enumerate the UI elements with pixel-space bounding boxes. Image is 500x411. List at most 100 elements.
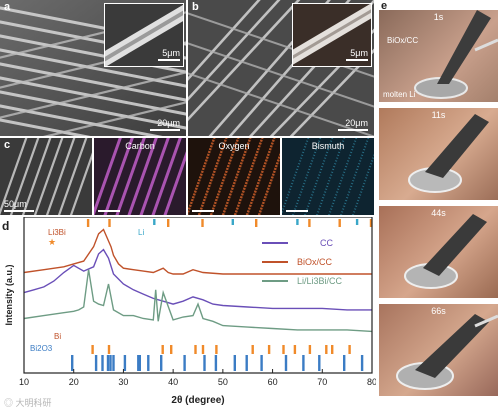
reference-marker-bi2o3 (183, 355, 186, 371)
panel-b-inset: 5μm (292, 3, 372, 67)
carbon-map-title: Carbon (125, 141, 155, 151)
photo-2-time: 11s (431, 110, 446, 120)
legend-label-li3bi: Li/Li3Bi/CC (297, 276, 343, 286)
panel-c: c 50μm Carbon Oxygen Bismuth (0, 138, 374, 215)
x-tick-label: 40 (168, 377, 178, 387)
reference-marker-bi (194, 345, 197, 354)
reference-marker-li (296, 219, 299, 225)
annotation-bi2o3: Bi2O3 (30, 344, 53, 353)
reference-marker-li3bi (167, 219, 170, 227)
reference-marker-li (355, 219, 359, 225)
panel-c-label: c (4, 139, 11, 151)
reference-marker-bi2o3 (147, 355, 150, 371)
reference-marker-bi (282, 345, 285, 354)
annotation-li: Li (138, 228, 144, 237)
reference-marker-bi2o3 (109, 355, 112, 371)
series-line-2 (23, 269, 373, 333)
reference-marker-bi2o3 (101, 355, 104, 371)
panel-a-scale-bar (150, 129, 180, 131)
reference-marker-bi (201, 345, 205, 354)
x-tick-label: 20 (69, 377, 79, 387)
panel-e: e 1s BiOx/CC molten Li 11s 44s 66s (377, 0, 500, 411)
reference-marker-bi2o3 (138, 355, 141, 371)
annotation-li3bi: Li3Bi (48, 228, 66, 237)
panel-c-scale-label: 50μm (4, 199, 27, 209)
photo-1-note-li: molten Li (383, 90, 416, 99)
oxygen-map-title: Oxygen (218, 141, 250, 151)
photo-1-note-sample: BiOx/CC (387, 36, 419, 45)
reference-marker-bi2o3 (245, 355, 248, 371)
panel-b-inset-scale-bar (346, 59, 368, 61)
reference-marker-li (153, 219, 156, 225)
reference-marker-bi (107, 345, 111, 354)
reference-marker-bi (161, 345, 164, 354)
reference-marker-li3bi (108, 219, 111, 227)
annotation-li3bi-star: ★ (48, 237, 56, 247)
reference-marker-bi2o3 (318, 355, 321, 371)
reference-marker-bi (267, 345, 271, 354)
reference-marker-bi2o3 (284, 355, 288, 371)
photo-4-time: 66s (431, 306, 446, 316)
reference-marker-bi (348, 345, 351, 354)
x-tick-label: 60 (268, 377, 278, 387)
panel-d-label: d (2, 219, 9, 233)
panel-b-label: b (192, 1, 199, 13)
photo-frame-1: 1s BiOx/CC molten Li (379, 10, 498, 102)
reference-marker-bi (215, 345, 218, 354)
reference-marker-bi2o3 (71, 355, 74, 371)
x-tick-label: 70 (317, 377, 327, 387)
panel-a-scale-label: 20μm (157, 118, 180, 128)
reference-marker-bi (91, 345, 94, 354)
series-line-1 (23, 228, 372, 275)
x-tick-label: 30 (118, 377, 128, 387)
reference-marker-bi (331, 345, 334, 354)
reference-marker-bi2o3 (360, 355, 364, 371)
carbon-map-scale-bar (98, 210, 120, 212)
panel-a-sem-image: a 5μm 20μm (0, 0, 186, 136)
reference-marker-li3bi (86, 219, 90, 227)
watermark: ◎ 大明科研 (4, 398, 52, 408)
reference-marker-bi (293, 345, 297, 354)
reference-marker-bi2o3 (123, 355, 127, 371)
reference-marker-bi2o3 (160, 355, 163, 371)
reference-marker-bi2o3 (112, 355, 115, 371)
photo-frame-3: 44s (379, 206, 498, 298)
xrd-chart: d 10 20 30 40 50 60 70 80 2θ (degree) Intensity… (2, 217, 376, 406)
panel-a-inset-scale-bar (158, 59, 180, 61)
bismuth-map-title: Bismuth (311, 141, 345, 151)
x-tick-label: 80 (367, 377, 376, 387)
bismuth-map-scale-bar (286, 210, 308, 212)
panel-b-inset-scale-label: 5μm (350, 48, 368, 58)
x-tick-label: 10 (19, 377, 29, 387)
y-axis-label: Intensity (a.u.) (4, 264, 14, 325)
reference-marker-bi (170, 345, 173, 354)
reference-marker-bi2o3 (260, 355, 263, 371)
bismuth-map: Bismuth (282, 138, 374, 215)
panel-a-inset-scale-label: 5μm (162, 48, 180, 58)
reference-marker-bi2o3 (137, 355, 140, 371)
panel-e-label: e (381, 0, 388, 12)
legend-label-cc: CC (320, 238, 333, 248)
reference-marker-li3bi (308, 219, 311, 227)
panel-b-sem-image: b 5μm 20μm (188, 0, 374, 136)
photo-1-time: 1s (433, 12, 444, 22)
reference-marker-bi2o3 (233, 355, 236, 371)
carbon-map: Carbon (94, 138, 186, 215)
annotation-bi: Bi (54, 332, 61, 341)
photo-frame-4: 66s (379, 304, 498, 396)
reference-marker-bi2o3 (106, 355, 110, 371)
reference-marker-bi2o3 (214, 355, 218, 371)
chart-series (23, 228, 373, 333)
reference-marker-li3bi (201, 219, 204, 227)
reference-marker-li3bi (369, 219, 373, 227)
reference-marker-bi (308, 345, 312, 354)
reference-marker-bi2o3 (94, 355, 98, 371)
x-axis-ticks: 10 20 30 40 50 60 70 80 (19, 369, 376, 387)
panel-a-label: a (4, 1, 11, 13)
reference-marker-bi2o3 (203, 355, 206, 371)
panel-c-scale-bar (4, 210, 34, 212)
reference-marker-bi (325, 345, 328, 354)
panel-b-scale-label: 20μm (345, 118, 368, 128)
reference-marker-li3bi (338, 219, 341, 227)
x-tick-label: 50 (218, 377, 228, 387)
